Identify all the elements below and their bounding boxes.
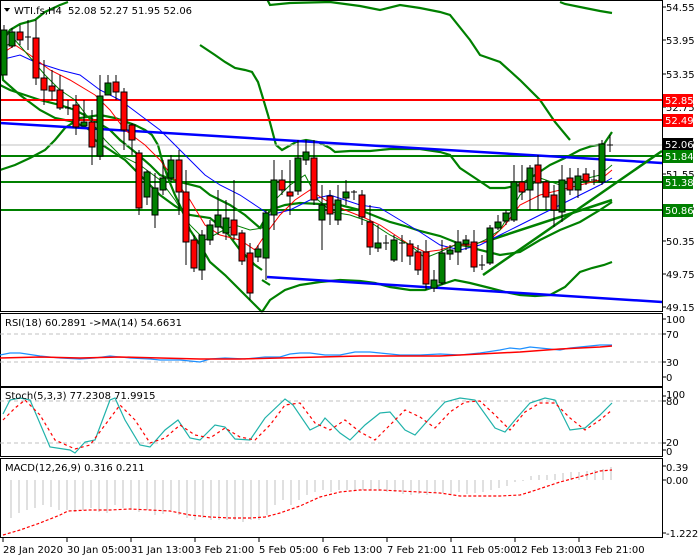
svg-text:51.84: 51.84 <box>665 152 694 163</box>
stoch-title: Stoch(5,3,3) 77.2308 71.9915 <box>5 391 156 402</box>
price-tag-51-38: 51.38 <box>663 176 694 189</box>
svg-text:52.49: 52.49 <box>665 116 694 127</box>
svg-text:52.85: 52.85 <box>665 96 694 107</box>
ascending-trendline-2[interactable] <box>489 198 613 242</box>
price-tick: 52.75 <box>666 103 695 114</box>
price-tick: 49.75 <box>666 270 695 281</box>
rsi-tick: 0 <box>666 373 672 384</box>
symbol-label: WTI.fs,H4 <box>14 6 62 17</box>
rsi-title: RSI(18) 60.2891 ->MA(14) 54.6631 <box>5 318 182 329</box>
price-tick: 53.35 <box>666 70 695 81</box>
stoch-tick: 80 <box>666 397 679 408</box>
macd-tick: 0.00 <box>666 476 688 487</box>
stoch-tick: 0 <box>666 447 672 458</box>
ohlc-values: 52.08 52.27 51.95 52.06 <box>68 6 192 17</box>
svg-text:50.86: 50.86 <box>665 206 694 217</box>
price-tick: 51.55 <box>666 170 695 181</box>
rsi-pane[interactable]: RSI(18) 60.2891 ->MA(14) 54.6631 100 70 … <box>0 313 685 387</box>
rsi-tick: 70 <box>666 330 679 341</box>
rsi-tick: 30 <box>666 358 679 369</box>
ma-fast-red <box>0 44 613 253</box>
time-label: 5 Feb 05:00 <box>259 545 318 556</box>
time-label: 12 Feb 13:00 <box>515 545 581 556</box>
time-label: 30 Jan 05:00 <box>67 545 130 556</box>
resistance-levels[interactable] <box>0 99 662 121</box>
candlesticks[interactable] <box>0 20 613 300</box>
stoch-tick: 20 <box>666 438 679 449</box>
price-tag-current: 52.06 <box>663 138 694 151</box>
descending-trendline-lower[interactable] <box>266 275 663 304</box>
macd-tick: 0.39 <box>666 463 688 474</box>
price-tick: 50.35 <box>666 237 695 248</box>
stoch-signal-line <box>2 399 613 450</box>
time-label: 3 Feb 21:00 <box>195 545 254 556</box>
stoch-main-line <box>2 397 613 454</box>
price-tag-52-85: 52.85 <box>663 94 694 107</box>
price-axis[interactable]: 54.55 53.95 53.35 52.75 52.15 51.55 50.9… <box>662 3 695 314</box>
descending-trendline-upper[interactable] <box>0 121 663 165</box>
macd-title: MACD(12,26,9) 0.316 0.211 <box>5 463 145 474</box>
svg-text:51.38: 51.38 <box>665 178 694 189</box>
triangle-down-icon[interactable] <box>4 8 10 12</box>
time-label: 7 Feb 21:00 <box>387 545 446 556</box>
trendlines[interactable] <box>0 121 663 304</box>
chart-header[interactable]: WTI.fs,H4 52.08 52.27 51.95 52.06 <box>4 6 192 17</box>
macd-histogram <box>10 467 612 522</box>
time-label: 31 Jan 13:00 <box>131 545 194 556</box>
price-tag-51-84: 51.84 <box>663 150 694 163</box>
stoch-tick: 100 <box>666 390 685 401</box>
macd-signal-line <box>2 469 613 536</box>
time-axis[interactable]: 28 Jan 2020 30 Jan 05:00 31 Jan 13:00 3 … <box>2 538 645 556</box>
price-tick: 49.15 <box>666 303 695 314</box>
time-label: 11 Feb 05:00 <box>451 545 517 556</box>
rsi-ma-line <box>0 345 613 360</box>
macd-tick: -1.222 <box>666 529 698 540</box>
price-tag-52-49: 52.49 <box>663 114 694 127</box>
price-tick: 53.95 <box>666 36 695 47</box>
stoch-pane[interactable]: Stoch(5,3,3) 77.2308 71.9915 100 80 20 0 <box>0 387 685 459</box>
price-tick: 54.55 <box>666 3 695 14</box>
time-label: 13 Feb 21:00 <box>579 545 645 556</box>
price-tag-50-86: 50.86 <box>663 204 694 217</box>
main-price-pane[interactable]: WTI.fs,H4 52.08 52.27 51.95 52.06 <box>0 0 663 313</box>
rsi-tick: 100 <box>666 315 685 326</box>
rsi-line <box>0 344 612 363</box>
time-label: 6 Feb 13:00 <box>323 545 382 556</box>
macd-pane[interactable]: MACD(12,26,9) 0.316 0.211 0.39 0.00 -1.2… <box>0 458 699 541</box>
svg-text:52.06: 52.06 <box>665 140 694 151</box>
time-label: 28 Jan 2020 <box>3 545 63 556</box>
